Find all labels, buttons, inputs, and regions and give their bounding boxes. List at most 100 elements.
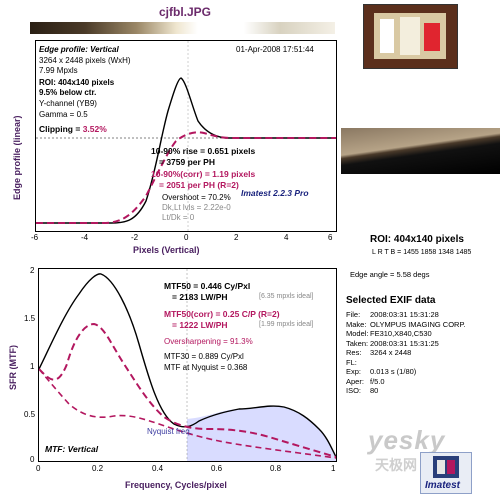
mtf-x-axis-label: Frequency, Cycles/pixel [125, 480, 227, 490]
exif-row: FL: [346, 358, 498, 367]
exif-row: Res: 3264 x 2448 [346, 348, 498, 357]
roi-position: 9.5% below ctr. [39, 88, 97, 97]
dk-lt-levels: Dk,Lt lvls = 2.22e-0 [162, 203, 231, 212]
imatest-logo-icon [433, 456, 459, 478]
exif-value: 2008:03:31 15:31:25 [370, 338, 439, 348]
mtf-ytick-4: 0 [30, 455, 35, 464]
edge-profile-svg [36, 41, 336, 231]
exif-title: Selected EXIF data [346, 295, 436, 306]
mtf50-corr-ideal: [1.99 mpxls ideal] [259, 321, 314, 328]
lt-dk-ratio: Lt/Dk = 0 [162, 213, 195, 222]
rise-per-ph: = 3759 per PH [159, 157, 215, 167]
edge-profile-black-curve [36, 77, 336, 224]
yesky-watermark-cn: 天极网 [375, 457, 417, 473]
exif-key: FL: [346, 357, 357, 367]
imatest-version: Imatest 2.2.3 Pro [241, 188, 309, 198]
exif-key: Taken: [346, 338, 369, 348]
mtf-ytick-1: 1.5 [24, 314, 36, 323]
edge-xtick-0: -6 [31, 233, 39, 242]
mtf-svg [39, 269, 336, 461]
exif-key: Exp: [346, 367, 362, 376]
edge-xtick-4: 2 [234, 233, 239, 242]
imatest-logo-text: Imatest [425, 480, 461, 491]
mtf-nyquist-value: MTF at Nyquist = 0.368 [164, 363, 248, 372]
exif-value: FE310,X840,C530 [370, 329, 432, 338]
exif-row: File: 2008:03:31 15:31:28 [346, 310, 498, 319]
image-dimensions: 3264 x 2448 pixels (WxH) [39, 56, 131, 65]
roi-size: ROI: 404x140 pixels [39, 78, 115, 87]
exif-key: ISO: [346, 386, 362, 395]
rise-corr-per-ph: = 2051 per PH (R=2) [159, 180, 239, 190]
rise-corr-value: 10-90%(corr) = 1.19 pixels [151, 169, 256, 179]
mtf-ytick-2: 1 [30, 362, 35, 371]
edge-xtick-5: 4 [284, 233, 289, 242]
mtf-xtick-4: 0.8 [270, 464, 282, 473]
exif-row: Make: OLYMPUS IMAGING CORP. [346, 320, 498, 329]
clipping-label: Clipping = [39, 124, 81, 134]
exif-row: Exp: 0.013 s (1/80) [346, 367, 498, 376]
side-roi: ROI: 404x140 pixels [370, 234, 464, 245]
mtf50-ideal: [6.35 mpxls ideal] [259, 293, 314, 300]
mtf-y-axis-label: SFR (MTF) [8, 345, 18, 390]
channel-info: Y-channel (YB9) [39, 99, 97, 108]
image-mpxls: 7.99 Mpxls [39, 66, 78, 75]
side-lrtb: L R T B = 1455 1858 1348 1485 [372, 249, 472, 256]
edge-gradient-strip [30, 22, 335, 34]
mtf50-lwph: = 2183 LW/PH [172, 292, 228, 302]
exif-value: OLYMPUS IMAGING CORP. [370, 319, 466, 329]
mtf-plot-title: MTF: Vertical [45, 444, 99, 454]
imatest-logo: Imatest [420, 452, 472, 494]
mtf-xtick-2: 0.4 [152, 464, 164, 473]
nyquist-shaded-region [187, 406, 336, 461]
clipping-info: Clipping = 3.52% [39, 124, 107, 134]
mtf-ytick-0: 2 [30, 266, 35, 275]
exif-row: Model: FE310,X840,C530 [346, 329, 498, 338]
exif-key: Aper: [346, 376, 364, 386]
exif-key: Make: [346, 319, 367, 329]
file-title: cjfbl.JPG [158, 5, 211, 19]
mtf-corr-curve [39, 322, 336, 458]
exif-value: 3264 x 2448 [370, 348, 412, 357]
nyquist-label: Nyquist freq. [147, 427, 192, 436]
mtf-xtick-0: 0 [36, 464, 41, 473]
mtf50-corr-value: MTF50(corr) = 0.25 C/P (R=2) [164, 309, 280, 319]
exif-value: f/5.0 [370, 376, 385, 386]
edge-profile-plot: Edge profile: Vertical 01-Apr-2008 17:51… [35, 40, 337, 232]
mtf30-value: MTF30 = 0.889 Cy/Pxl [164, 352, 244, 361]
exif-row: ISO: 80 [346, 386, 498, 395]
test-chart-thumbnail [363, 4, 458, 69]
exif-value: 80 [370, 386, 379, 395]
oversharpening-value: Oversharpening = 91.3% [164, 337, 253, 346]
roi-edge-patch [341, 128, 500, 174]
exif-value: 2008:03:31 15:31:28 [370, 310, 439, 319]
exif-row: Taken: 2008:03:31 15:31:25 [346, 339, 498, 348]
exif-row: Aper: f/5.0 [346, 377, 498, 386]
rise-value: 10-90% rise = 0.651 pixels [151, 146, 256, 156]
mtf-xtick-5: 1 [331, 464, 336, 473]
mtf50-corr-lwph: = 1222 LW/PH [172, 320, 228, 330]
exif-key: Model: [346, 329, 369, 338]
edge-angle: Edge angle = 5.58 degs [350, 270, 430, 279]
gamma-info: Gamma = 0.5 [39, 110, 88, 119]
exif-value: 0.013 s (1/80) [370, 367, 417, 376]
edge-xtick-2: -2 [131, 233, 139, 242]
edge-x-axis-label: Pixels (Vertical) [133, 245, 200, 255]
overshoot-value: Overshoot = 70.2% [162, 193, 231, 202]
mtf-plot: MTF50 = 0.446 Cy/Pxl = 2183 LW/PH [6.35 … [38, 268, 337, 462]
mtf-xtick-1: 0.2 [92, 464, 104, 473]
edge-y-axis-label: Edge profile (linear) [12, 115, 22, 200]
edge-xtick-3: 0 [184, 233, 189, 242]
mtf-ytick-3: 0.5 [24, 410, 36, 419]
mtf-black-curve [39, 273, 336, 458]
mtf-xtick-3: 0.6 [211, 464, 223, 473]
exif-key: File: [346, 310, 361, 319]
edge-xtick-1: -4 [81, 233, 89, 242]
edge-plot-title: Edge profile: Vertical [39, 45, 119, 54]
edge-plot-date: 01-Apr-2008 17:51:44 [236, 45, 314, 54]
exif-list: File: 2008:03:31 15:31:28 Make: OLYMPUS IM… [346, 310, 498, 396]
mtf50-value: MTF50 = 0.446 Cy/Pxl [164, 281, 251, 291]
mtf-lower-corr-curve [39, 368, 336, 459]
clipping-value: 3.52% [82, 124, 107, 134]
edge-xtick-6: 6 [328, 233, 333, 242]
yesky-watermark: yesky [368, 425, 446, 455]
